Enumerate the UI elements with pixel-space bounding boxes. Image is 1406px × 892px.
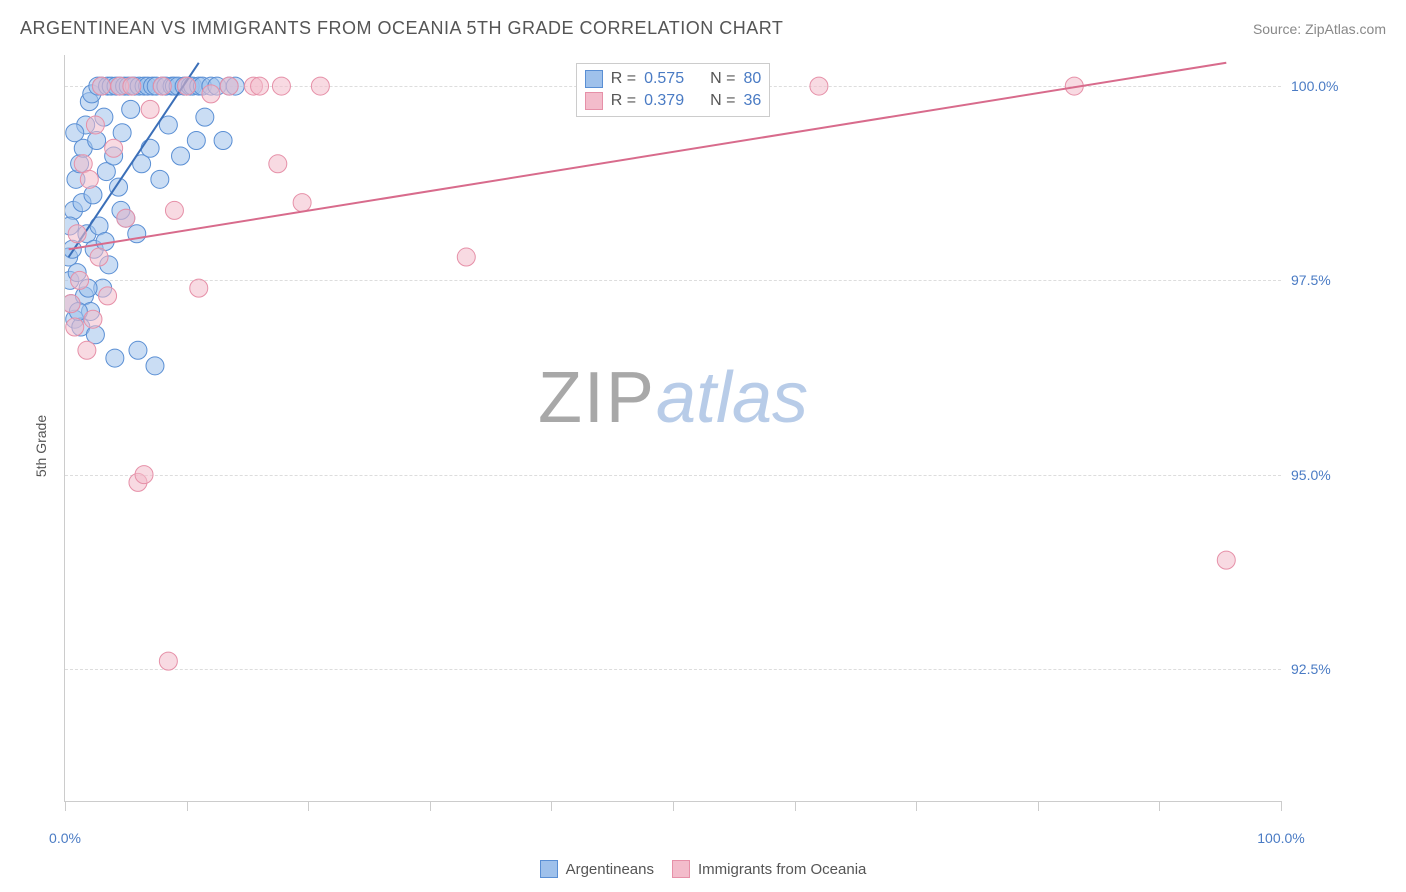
x-tick bbox=[430, 801, 431, 811]
x-tick bbox=[1038, 801, 1039, 811]
scatter-point bbox=[80, 170, 98, 188]
scatter-point bbox=[311, 77, 329, 95]
scatter-point bbox=[151, 170, 169, 188]
stats-n-value: 80 bbox=[743, 70, 761, 88]
x-tick bbox=[187, 801, 188, 811]
scatter-point bbox=[84, 186, 102, 204]
scatter-point bbox=[187, 131, 205, 149]
scatter-point bbox=[78, 341, 96, 359]
scatter-point bbox=[90, 248, 108, 266]
y-axis-label: 5th Grade bbox=[33, 415, 49, 477]
scatter-point bbox=[117, 209, 135, 227]
scatter-point bbox=[123, 77, 141, 95]
scatter-point bbox=[122, 100, 140, 118]
scatter-point bbox=[65, 295, 80, 313]
x-tick-label: 0.0% bbox=[49, 830, 81, 846]
legend-label: Immigrants from Oceania bbox=[698, 861, 866, 878]
scatter-point bbox=[86, 116, 104, 134]
x-tick bbox=[795, 801, 796, 811]
scatter-point bbox=[159, 652, 177, 670]
scatter-point bbox=[68, 225, 86, 243]
scatter-point bbox=[1217, 551, 1235, 569]
scatter-point bbox=[135, 466, 153, 484]
legend-swatch bbox=[672, 860, 690, 878]
scatter-point bbox=[196, 108, 214, 126]
chart-container: ZIPatlas R =0.575N =80R =0.379N =36 92.5… bbox=[50, 55, 1366, 832]
scatter-point bbox=[178, 77, 196, 95]
scatter-point bbox=[84, 310, 102, 328]
stats-r-label: R = bbox=[611, 70, 636, 88]
stats-r-value: 0.379 bbox=[644, 92, 684, 110]
x-tick bbox=[65, 801, 66, 811]
chart-title: ARGENTINEAN VS IMMIGRANTS FROM OCEANIA 5… bbox=[20, 18, 783, 39]
stats-legend-box: R = 0.575 N = 80 R = 0.379 N = 36 bbox=[576, 63, 771, 117]
x-tick-label: 100.0% bbox=[1257, 830, 1304, 846]
scatter-point bbox=[141, 139, 159, 157]
scatter-point bbox=[146, 357, 164, 375]
scatter-point bbox=[165, 201, 183, 219]
legend-label: Argentineans bbox=[566, 861, 654, 878]
scatter-point bbox=[251, 77, 269, 95]
scatter-point bbox=[99, 287, 117, 305]
stats-r-value: 0.575 bbox=[644, 70, 684, 88]
y-tick-label: 97.5% bbox=[1291, 272, 1361, 288]
scatter-point bbox=[220, 77, 238, 95]
scatter-point bbox=[810, 77, 828, 95]
scatter-point bbox=[106, 349, 124, 367]
scatter-point bbox=[457, 248, 475, 266]
stats-r-label: R = bbox=[611, 92, 636, 110]
scatter-point bbox=[92, 77, 110, 95]
header: ARGENTINEAN VS IMMIGRANTS FROM OCEANIA 5… bbox=[20, 18, 1386, 39]
legend-item: Argentineans bbox=[540, 860, 654, 878]
scatter-point bbox=[190, 279, 208, 297]
legend-swatch bbox=[585, 92, 603, 110]
y-tick-label: 100.0% bbox=[1291, 78, 1361, 94]
stats-n-label: N = bbox=[710, 70, 735, 88]
scatter-svg bbox=[65, 55, 1281, 801]
stats-n-value: 36 bbox=[743, 92, 761, 110]
scatter-point bbox=[113, 124, 131, 142]
x-tick bbox=[308, 801, 309, 811]
source-attribution: Source: ZipAtlas.com bbox=[1253, 21, 1386, 37]
legend-swatch bbox=[585, 70, 603, 88]
scatter-point bbox=[293, 194, 311, 212]
x-tick bbox=[916, 801, 917, 811]
y-tick-label: 92.5% bbox=[1291, 661, 1361, 677]
y-tick-label: 95.0% bbox=[1291, 467, 1361, 483]
scatter-point bbox=[172, 147, 190, 165]
scatter-point bbox=[71, 271, 89, 289]
bottom-legend: Argentineans Immigrants from Oceania bbox=[0, 860, 1406, 878]
scatter-point bbox=[66, 124, 84, 142]
scatter-point bbox=[86, 326, 104, 344]
stats-row: R = 0.575 N = 80 bbox=[585, 68, 762, 90]
scatter-point bbox=[272, 77, 290, 95]
plot-area: ZIPatlas R =0.575N =80R =0.379N =36 92.5… bbox=[64, 55, 1281, 802]
scatter-point bbox=[105, 139, 123, 157]
x-tick bbox=[673, 801, 674, 811]
scatter-point bbox=[153, 77, 171, 95]
scatter-point bbox=[202, 85, 220, 103]
x-tick bbox=[1159, 801, 1160, 811]
scatter-point bbox=[129, 341, 147, 359]
scatter-point bbox=[269, 155, 287, 173]
stats-n-label: N = bbox=[710, 92, 735, 110]
legend-item: Immigrants from Oceania bbox=[672, 860, 866, 878]
stats-row: R = 0.379 N = 36 bbox=[585, 90, 762, 112]
scatter-point bbox=[214, 131, 232, 149]
legend-swatch bbox=[540, 860, 558, 878]
x-tick bbox=[551, 801, 552, 811]
scatter-point bbox=[66, 318, 84, 336]
scatter-point bbox=[141, 100, 159, 118]
x-tick bbox=[1281, 801, 1282, 811]
